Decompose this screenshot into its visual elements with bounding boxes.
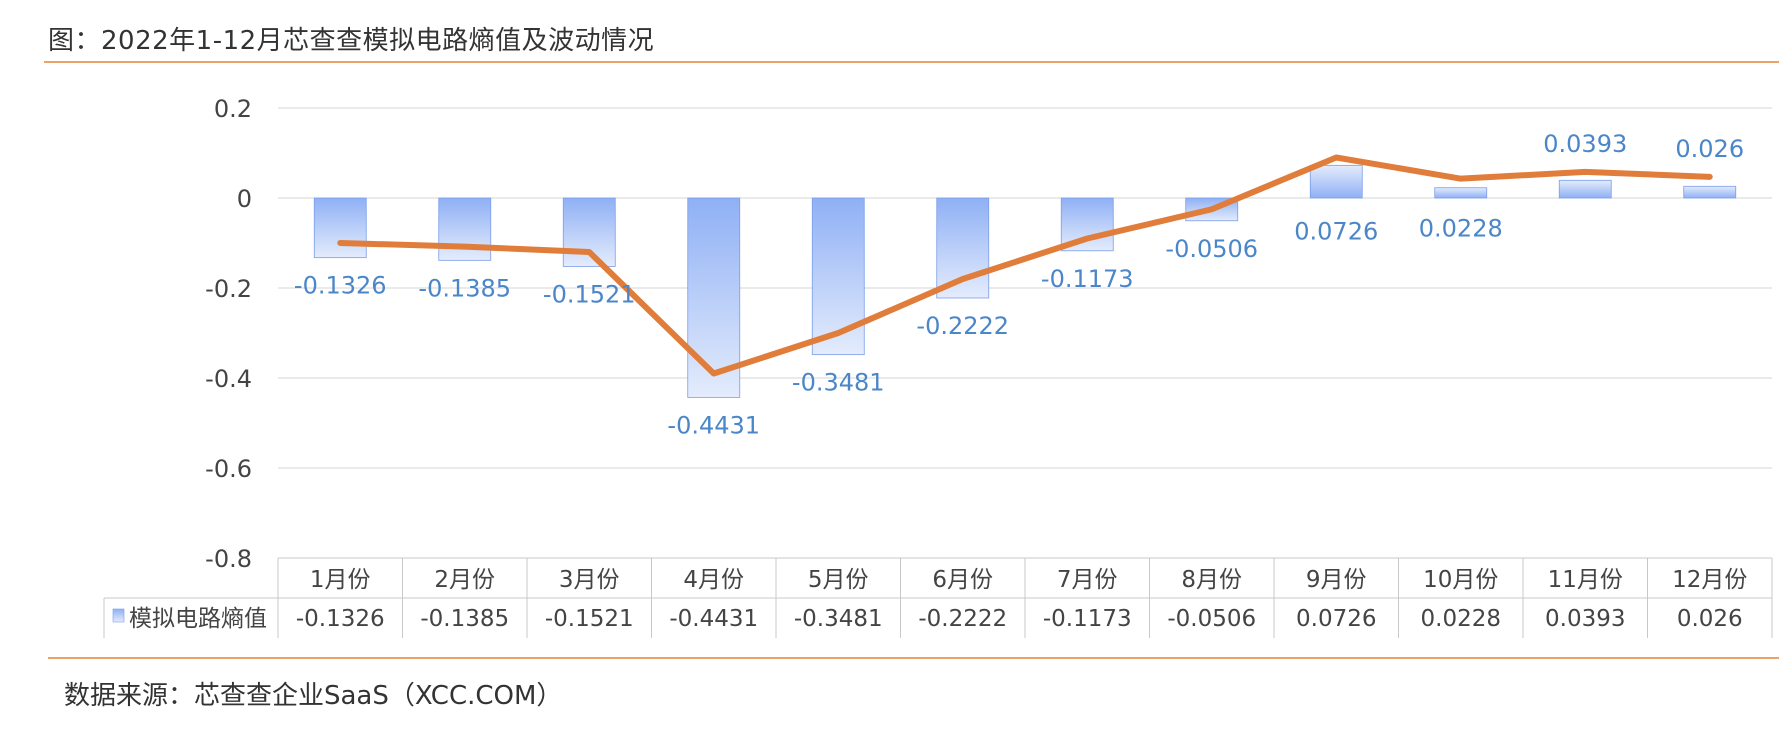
- data-label: 0.0228: [1419, 215, 1503, 243]
- x-tick-label: 4月份: [683, 567, 744, 593]
- x-tick-label: 5月份: [808, 567, 869, 593]
- line-point: [462, 244, 467, 249]
- data-label: -0.1326: [294, 272, 387, 300]
- data-label: 0.0393: [1543, 130, 1627, 158]
- line-point: [1334, 155, 1339, 160]
- table-value: -0.4431: [669, 606, 758, 632]
- x-tick-label: 9月份: [1306, 567, 1367, 593]
- y-tick-label: 0: [237, 185, 252, 213]
- bar: [1434, 187, 1488, 199]
- table-value: -0.3481: [794, 606, 883, 632]
- x-tick-label: 7月份: [1057, 567, 1118, 593]
- line-point: [1085, 236, 1090, 241]
- data-label: -0.3481: [792, 369, 885, 397]
- data-source: 数据来源：芯查查企业SaaS（XCC.COM）: [64, 681, 563, 711]
- x-tick-label: 1月份: [310, 567, 371, 593]
- line-point: [338, 241, 343, 245]
- x-tick-label: 11月份: [1548, 567, 1623, 593]
- x-tick-label: 12月份: [1672, 567, 1747, 593]
- bar: [1309, 164, 1363, 199]
- data-labels: -0.1326 -0.1385 -0.1521 -0.4431 -0.3481 -0.22…: [294, 130, 1744, 439]
- table-value: -0.1326: [296, 606, 385, 632]
- table-value: 0.0228: [1421, 606, 1501, 632]
- bar: [936, 197, 990, 299]
- data-label: -0.1521: [543, 280, 636, 308]
- y-tick-label: -0.2: [205, 275, 252, 303]
- bar: [1683, 185, 1737, 199]
- source-divider: [48, 657, 1779, 659]
- line-point: [1209, 207, 1214, 212]
- y-tick-label: -0.6: [205, 455, 252, 483]
- data-label: -0.0506: [1165, 235, 1258, 263]
- table-value: -0.1173: [1043, 606, 1132, 632]
- legend-swatch: [112, 608, 125, 623]
- x-tick-label: 6月份: [932, 567, 993, 593]
- chart-title: 图：2022年1-12月芯查查模拟电路熵值及波动情况: [48, 26, 655, 56]
- line-point: [1707, 174, 1712, 179]
- data-table: 1月份 -0.1326 2月份 -0.1385 3月份 -0.1521 4月份 -0.4431…: [103, 557, 1773, 638]
- bar: [1060, 197, 1114, 252]
- table-value: -0.1385: [420, 606, 509, 632]
- data-label: -0.2222: [916, 312, 1009, 340]
- x-tick-label: 2月份: [434, 567, 495, 593]
- table-value: -0.2222: [918, 606, 1007, 632]
- data-label: -0.4431: [667, 411, 760, 439]
- x-tick-label: 3月份: [559, 567, 620, 593]
- x-tick-label: 8月份: [1181, 567, 1242, 593]
- line-series: [337, 154, 1713, 377]
- x-tick-label: 10月份: [1423, 567, 1498, 593]
- legend-label: 模拟电路熵值: [129, 606, 267, 632]
- bar-series: [313, 164, 1737, 398]
- line-point: [1458, 176, 1463, 181]
- line-point: [587, 250, 592, 254]
- line-point: [836, 331, 841, 335]
- title-divider: [44, 61, 1779, 63]
- bar: [438, 197, 492, 261]
- bar: [1558, 179, 1612, 199]
- data-label: -0.1385: [418, 274, 511, 302]
- chart-area: 0.2 0 -0.2 -0.4 -0.6 -0.8 -0.1326 -0.1385 -0.15…: [103, 95, 1773, 638]
- line-point: [1583, 169, 1588, 174]
- table-value: 0.0726: [1296, 606, 1376, 632]
- table-value: 0.026: [1677, 606, 1743, 632]
- table-value: -0.0506: [1167, 606, 1256, 632]
- table-value: 0.0393: [1545, 606, 1625, 632]
- gridlines: [278, 107, 1772, 469]
- y-tick-label: 0.2: [214, 95, 252, 123]
- table-value: -0.1521: [545, 606, 634, 632]
- line-point: [711, 371, 716, 376]
- bar: [313, 197, 367, 259]
- data-label: 0.026: [1675, 135, 1744, 163]
- line-point: [960, 277, 965, 281]
- y-axis: 0.2 0 -0.2 -0.4 -0.6 -0.8: [205, 95, 252, 573]
- trend-line: [337, 154, 1713, 377]
- y-tick-label: -0.4: [205, 365, 252, 393]
- data-label: -0.1173: [1041, 265, 1134, 293]
- y-tick-label: -0.8: [205, 545, 252, 573]
- bar: [687, 197, 741, 398]
- data-label: 0.0726: [1294, 218, 1378, 246]
